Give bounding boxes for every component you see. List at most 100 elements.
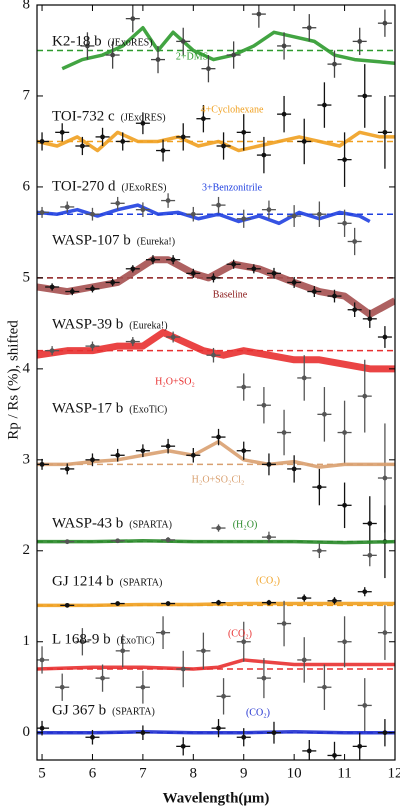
data-point	[322, 102, 327, 108]
y-tick-label: 7	[23, 87, 31, 103]
data-point	[231, 261, 237, 267]
x-tick-label: 8	[190, 765, 198, 781]
data-point	[261, 152, 267, 158]
data-point	[180, 666, 186, 672]
data-point	[69, 289, 75, 294]
data-point	[165, 537, 171, 543]
data-point	[306, 25, 312, 31]
data-point	[200, 648, 206, 654]
model-label: 2+DMS	[176, 51, 208, 62]
data-point	[322, 684, 327, 690]
model-label: 4+Cyclohexane	[201, 104, 264, 115]
model-line	[37, 601, 395, 608]
planet-name: WASP-107 b	[52, 232, 131, 248]
model-label: (H₂O)	[233, 519, 258, 530]
source-label: (SPARTA)	[120, 577, 163, 588]
data-point	[90, 457, 95, 463]
data-point	[216, 202, 221, 208]
data-point	[130, 266, 136, 272]
data-point	[382, 129, 388, 135]
source-label: (SPARTA)	[129, 519, 172, 530]
data-point	[251, 266, 257, 272]
data-point	[180, 38, 186, 44]
model-label: H₂O+SO₂	[155, 376, 195, 387]
data-point	[165, 601, 171, 606]
data-point	[332, 598, 337, 604]
data-point	[316, 211, 322, 217]
source-label: (JExoRES)	[121, 112, 166, 123]
data-point	[160, 630, 166, 636]
data-point	[332, 61, 337, 67]
data-point	[342, 639, 347, 645]
y-axis-label: Rp / Rs (%), shifted	[5, 320, 21, 440]
data-point	[362, 93, 368, 99]
data-point	[165, 198, 171, 203]
data-point	[382, 630, 388, 636]
data-point	[342, 220, 347, 226]
data-point	[266, 600, 272, 606]
data-point	[291, 280, 297, 285]
planet-name: TOI-732 c	[52, 108, 115, 124]
data-point	[301, 139, 307, 144]
data-point	[301, 375, 307, 381]
data-point	[64, 539, 70, 545]
planet-name: TOI-270 d	[52, 178, 116, 194]
data-point	[266, 207, 272, 213]
model-label: (CO₂)	[228, 628, 252, 639]
data-point	[170, 334, 176, 340]
data-point	[241, 734, 247, 740]
data-point	[90, 343, 95, 349]
data-point	[367, 552, 373, 558]
data-point	[140, 448, 146, 454]
data-point	[291, 466, 297, 472]
plot-frame	[36, 4, 396, 761]
data-point	[180, 743, 186, 749]
data-point	[79, 639, 85, 645]
data-point	[316, 548, 322, 554]
source-label: (ExoTiC)	[129, 404, 167, 415]
data-point	[281, 111, 287, 117]
data-point	[256, 11, 262, 17]
data-point	[140, 684, 146, 690]
model-label: (CO₂)	[246, 707, 270, 718]
y-tick-label: 1	[23, 633, 31, 649]
data-point	[367, 316, 373, 322]
source-label: (JExoRES)	[121, 182, 166, 193]
data-point	[110, 280, 116, 285]
data-point	[231, 52, 237, 58]
data-point	[261, 402, 267, 408]
data-point	[155, 57, 161, 62]
data-point	[216, 434, 221, 440]
model-line	[37, 730, 395, 735]
data-point	[382, 730, 388, 736]
data-point	[301, 657, 307, 663]
data-point	[281, 430, 287, 435]
data-point	[266, 534, 272, 540]
data-point	[211, 352, 216, 358]
data-point	[291, 213, 297, 219]
model-label: H₂O+SO₂Cl₂	[192, 474, 245, 485]
data-point	[306, 748, 312, 754]
data-point	[241, 216, 247, 222]
model-line	[37, 658, 395, 671]
model-label: 3+Benzonitrile	[202, 182, 263, 193]
data-point	[241, 384, 247, 390]
data-point	[120, 139, 126, 144]
data-point	[140, 207, 146, 213]
x-tick-label: 7	[139, 765, 147, 781]
data-point	[216, 525, 221, 531]
data-point	[79, 143, 85, 149]
data-point	[85, 43, 90, 49]
data-point	[271, 730, 277, 736]
x-tick-label: 11	[337, 765, 351, 781]
data-point	[241, 129, 247, 135]
y-tick-label: 0	[23, 724, 31, 740]
y-tick-label: 5	[23, 269, 31, 285]
data-point	[281, 43, 287, 49]
data-point	[115, 452, 121, 458]
data-point	[100, 675, 105, 681]
data-point	[49, 284, 55, 290]
model-line	[37, 256, 395, 318]
x-tick-label: 5	[38, 765, 46, 781]
